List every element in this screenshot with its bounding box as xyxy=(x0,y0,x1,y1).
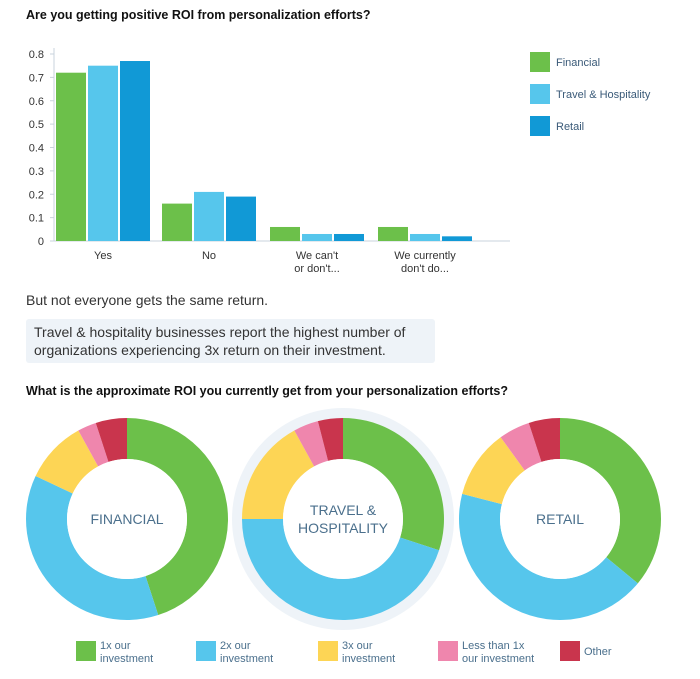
donut-slice-1-0 xyxy=(343,418,445,551)
y-tick-label: 0.3 xyxy=(29,166,44,178)
y-tick-label: 0.5 xyxy=(29,119,44,131)
donut-slice-0-0 xyxy=(127,418,228,616)
donut-slice-2-3 xyxy=(500,422,542,471)
donut-slice-0-2 xyxy=(35,430,99,494)
donut-hole xyxy=(500,459,620,579)
donut-slice-1-1 xyxy=(241,519,440,620)
donut-slice-0-4 xyxy=(95,418,127,462)
donut-legend-swatch xyxy=(438,641,458,661)
legend-swatch xyxy=(530,116,550,136)
donut-slice-2-2 xyxy=(462,437,525,505)
legend-swatch xyxy=(530,52,550,72)
donut-slice-2-4 xyxy=(528,418,560,462)
y-tick-label: 0.7 xyxy=(29,72,44,84)
roi-bar-chart: 0 0.1 0.2 0.3 0.4 0.5 0.6 0.7 0.8 Yes No We can'tor… xyxy=(29,48,651,275)
donut-legend-label: Less than 1x xyxy=(462,640,525,652)
donut-legend-label: 3x our xyxy=(342,640,373,652)
bar-financial-0 xyxy=(56,72,86,241)
donut-legend-swatch xyxy=(318,641,338,661)
donut-legend-label: investment xyxy=(100,653,153,665)
bar-retail-2 xyxy=(334,233,364,241)
legend-label: Retail xyxy=(556,121,584,133)
donut-hole xyxy=(67,459,187,579)
bar-travel-hospitality-0 xyxy=(88,65,118,241)
donut-center-label: FINANCIAL xyxy=(90,511,163,527)
donut-slice-0-1 xyxy=(26,475,159,620)
roi-donut-charts: FINANCIAL TRAVEL & HOSPITALITY RETAIL 1x our… xyxy=(26,408,661,665)
x-category-label: don't do... xyxy=(401,263,449,275)
x-category-label: or don't... xyxy=(294,263,340,275)
donut-slice-0-3 xyxy=(78,422,109,467)
bar-travel-hospitality-1 xyxy=(194,191,224,241)
donut-center-label: HOSPITALITY xyxy=(298,520,389,536)
donut-legend-swatch xyxy=(76,641,96,661)
y-tick-label: 0.1 xyxy=(29,213,44,225)
donut-slice-2-1 xyxy=(458,493,638,621)
x-category-label: We currently xyxy=(394,250,456,262)
donut-legend-label: our investment xyxy=(462,653,534,665)
bar-financial-3 xyxy=(378,226,408,241)
y-tick-label: 0.8 xyxy=(29,49,44,61)
donut-legend-swatch xyxy=(196,641,216,661)
donut-legend-label: Other xyxy=(584,646,612,658)
legend-label: Travel & Hospitality xyxy=(556,89,651,101)
donut-slice-1-3 xyxy=(294,421,329,467)
legend-label: Financial xyxy=(556,57,600,69)
donut-legend-label: investment xyxy=(342,653,395,665)
bar-financial-1 xyxy=(162,203,192,241)
y-tick-label: 0.4 xyxy=(29,143,44,155)
legend-swatch xyxy=(530,84,550,104)
subtitle-text: But not everyone gets the same return. xyxy=(26,292,269,308)
donut-legend-swatch xyxy=(560,641,580,661)
bar-chart-title: Are you getting positive ROI from person… xyxy=(26,8,371,22)
donut-slice-2-0 xyxy=(560,418,661,584)
donut-slice-1-4 xyxy=(317,418,343,461)
donut-chart-title: What is the approximate ROI you currentl… xyxy=(26,384,509,398)
donut-legend-label: 1x our xyxy=(100,640,131,652)
callout-box: Travel & hospitality businesses report t… xyxy=(26,319,435,363)
x-category-label: We can't xyxy=(296,250,338,262)
donut-center-label: TRAVEL & xyxy=(310,502,377,518)
y-tick-label: 0.2 xyxy=(29,189,44,201)
donut-slice-1-2 xyxy=(242,430,315,519)
donut-legend-label: 2x our xyxy=(220,640,251,652)
bar-travel-hospitality-2 xyxy=(302,233,332,241)
bar-travel-hospitality-3 xyxy=(410,233,440,241)
donut-center-label: RETAIL xyxy=(536,511,584,527)
bar-financial-2 xyxy=(270,226,300,241)
bar-retail-3 xyxy=(442,236,472,241)
bar-retail-1 xyxy=(226,196,256,241)
y-tick-label: 0.6 xyxy=(29,96,44,108)
donut-legend-label: investment xyxy=(220,653,273,665)
x-category-label: No xyxy=(202,250,216,262)
donut-hole xyxy=(283,459,403,579)
x-category-label: Yes xyxy=(94,250,112,262)
bar-retail-0 xyxy=(120,61,150,242)
y-tick-label: 0 xyxy=(38,236,44,248)
